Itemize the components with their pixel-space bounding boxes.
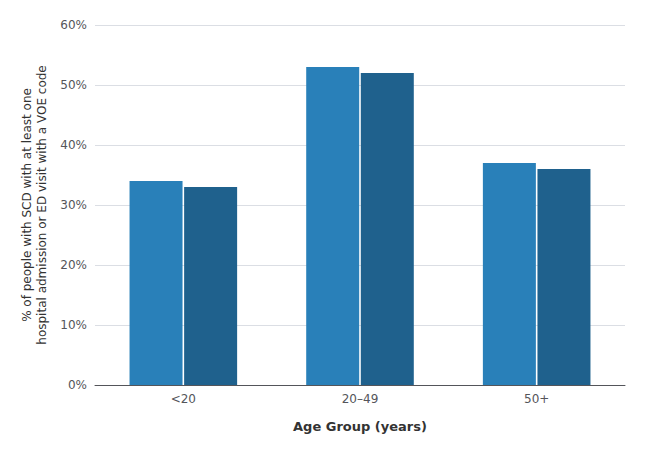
svg-text:<20: <20 — [171, 392, 196, 406]
svg-text:30%: 30% — [60, 198, 87, 212]
svg-text:10%: 10% — [60, 318, 87, 332]
svg-text:20%: 20% — [60, 258, 87, 272]
svg-text:0%: 0% — [68, 378, 87, 392]
svg-text:50+: 50+ — [524, 392, 549, 406]
svg-text:% of people with SCD with at l: % of people with SCD with at least one — [20, 88, 34, 322]
svg-text:20–49: 20–49 — [342, 392, 379, 406]
svg-text:40%: 40% — [60, 138, 87, 152]
svg-text:Age Group (years): Age Group (years) — [293, 419, 427, 434]
svg-text:50%: 50% — [60, 78, 87, 92]
svg-text:hospital admission or ED visit: hospital admission or ED visit with a VO… — [35, 65, 49, 344]
svg-text:60%: 60% — [60, 18, 87, 32]
